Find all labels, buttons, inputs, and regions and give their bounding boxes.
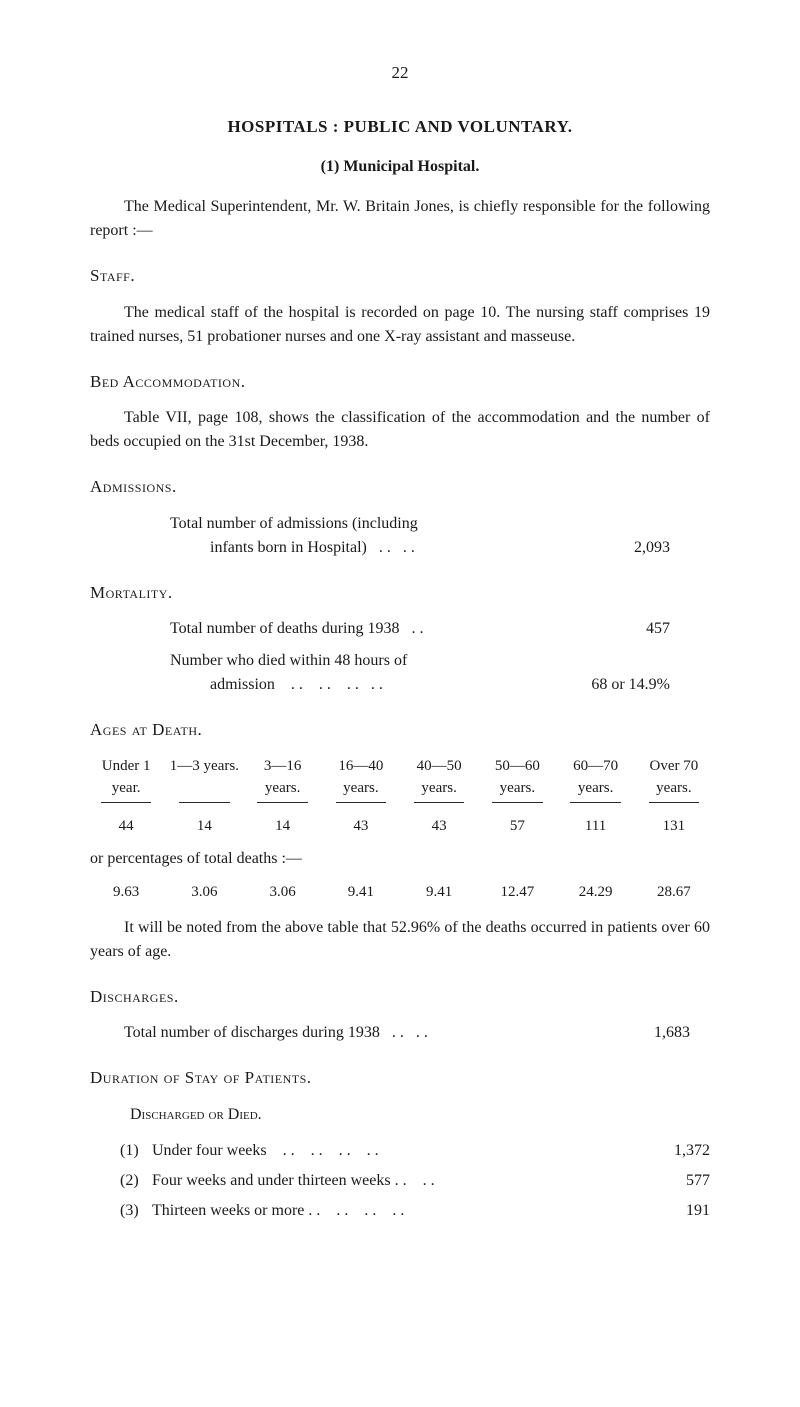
staff-heading: Staff. — [90, 263, 710, 289]
ages-pct: 24.29 — [560, 881, 632, 904]
ages-pct: 3.06 — [168, 881, 240, 904]
admissions-line1: Total number of admissions (including — [170, 512, 670, 536]
ages-count: 131 — [638, 815, 710, 838]
item-num: (1) — [120, 1139, 152, 1163]
discharges-label: Total number of discharges during 1938 .… — [124, 1021, 590, 1045]
main-title: HOSPITALS : PUBLIC AND VOLUNTARY. — [90, 114, 710, 140]
admissions-heading: Admissions. — [90, 474, 710, 500]
duration-subheading: Discharged or Died. — [90, 1103, 710, 1127]
ages-count: 111 — [560, 815, 632, 838]
duration-heading: Duration of Stay of Patients. — [90, 1065, 710, 1091]
admissions-value: 2,093 — [570, 536, 670, 560]
admissions-line2: infants born in Hospital) . . . . — [170, 536, 415, 560]
item-value: 577 — [630, 1169, 710, 1193]
underline — [492, 802, 543, 803]
ages-pct: 9.41 — [403, 881, 475, 904]
admissions-block: Total number of admissions (including in… — [90, 512, 710, 560]
ages-header: 60—70 years. — [560, 755, 632, 800]
underline — [101, 802, 152, 803]
ages-count: 14 — [247, 815, 319, 838]
ages-header: 40—50 years. — [403, 755, 475, 800]
underline — [336, 802, 387, 803]
item-value: 191 — [630, 1199, 710, 1223]
ages-header: 3—16 years. — [247, 755, 319, 800]
discharges-block: Total number of discharges during 1938 .… — [90, 1021, 710, 1045]
bed-text: Table VII, page 108, shows the classific… — [90, 406, 710, 454]
within48-value: 68 or 14.9% — [540, 673, 670, 697]
within48-line2: admission . . . . . . . . — [170, 673, 383, 697]
ages-pct-row: 9.63 3.06 3.06 9.41 9.41 12.47 24.29 28.… — [90, 881, 710, 904]
item-value: 1,372 — [630, 1139, 710, 1163]
ages-header: 1—3 years. — [168, 755, 240, 800]
ages-heading: Ages at Death. — [90, 717, 710, 743]
deaths-label: Total number of deaths during 1938 . . — [170, 617, 570, 641]
mortality-heading: Mortality. — [90, 580, 710, 606]
underline — [414, 802, 465, 803]
underline — [257, 802, 308, 803]
mortality-block: Total number of deaths during 1938 . . 4… — [90, 617, 710, 697]
ages-count: 44 — [90, 815, 162, 838]
ages-pct: 9.63 — [90, 881, 162, 904]
ages-pct: 12.47 — [481, 881, 553, 904]
duration-item: (1) Under four weeks . . . . . . . . 1,3… — [90, 1139, 710, 1163]
ages-header-row: Under 1 year. 1—3 years. 3—16 years. 16—… — [90, 755, 710, 800]
item-label: Under four weeks . . . . . . . . — [152, 1139, 630, 1163]
ages-counts-row: 44 14 14 43 43 57 111 131 — [90, 815, 710, 838]
ages-header: Over 70 years. — [638, 755, 710, 800]
discharges-heading: Discharges. — [90, 984, 710, 1010]
ages-note: It will be noted from the above table th… — [90, 916, 710, 964]
duration-item: (3) Thirteen weeks or more . . . . . . .… — [90, 1199, 710, 1223]
pct-label: or percentages of total deaths :— — [90, 847, 710, 871]
ages-underline-row — [90, 800, 710, 809]
deaths-value: 457 — [570, 617, 670, 641]
ages-pct-table: 9.63 3.06 3.06 9.41 9.41 12.47 24.29 28.… — [90, 881, 710, 904]
ages-pct: 3.06 — [247, 881, 319, 904]
ages-header: 50—60 years. — [481, 755, 553, 800]
ages-count: 43 — [403, 815, 475, 838]
page-number: 22 — [90, 60, 710, 86]
ages-header: Under 1 year. — [90, 755, 162, 800]
ages-count: 14 — [168, 815, 240, 838]
item-label: Four weeks and under thirteen weeks . . … — [152, 1169, 630, 1193]
ages-count: 43 — [325, 815, 397, 838]
sub-title: (1) Municipal Hospital. — [90, 155, 710, 179]
underline — [649, 802, 700, 803]
item-label: Thirteen weeks or more . . . . . . . . — [152, 1199, 630, 1223]
ages-header: 16—40 years. — [325, 755, 397, 800]
intro-paragraph: The Medical Superintendent, Mr. W. Brita… — [90, 195, 710, 243]
staff-text: The medical staff of the hospital is rec… — [90, 301, 710, 349]
bed-heading: Bed Accommodation. — [90, 369, 710, 395]
item-num: (3) — [120, 1199, 152, 1223]
underline — [179, 802, 230, 803]
within48-line1: Number who died within 48 hours of — [170, 649, 670, 673]
ages-pct: 9.41 — [325, 881, 397, 904]
ages-pct: 28.67 — [638, 881, 710, 904]
ages-count: 57 — [481, 815, 553, 838]
ages-table: Under 1 year. 1—3 years. 3—16 years. 16—… — [90, 755, 710, 838]
item-num: (2) — [120, 1169, 152, 1193]
duration-item: (2) Four weeks and under thirteen weeks … — [90, 1169, 710, 1193]
discharges-value: 1,683 — [590, 1021, 690, 1045]
underline — [570, 802, 621, 803]
